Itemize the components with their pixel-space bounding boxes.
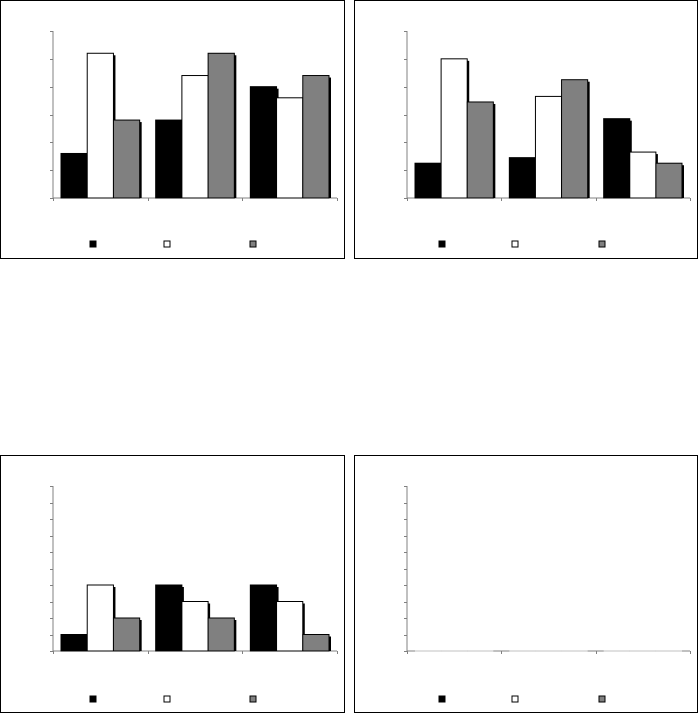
bar (414, 162, 442, 199)
bar (155, 119, 183, 199)
legend-key (438, 240, 446, 248)
bar (60, 634, 88, 652)
bar (603, 118, 631, 199)
chart-panel-top-left (0, 0, 345, 259)
bar (112, 119, 141, 199)
bar (302, 75, 330, 199)
bar (440, 58, 468, 199)
legend-key (249, 240, 257, 248)
bar-chart-top-right (404, 31, 691, 248)
legend-key (511, 240, 519, 248)
legend-key (89, 695, 97, 703)
bar (86, 52, 114, 199)
legend-key (598, 240, 606, 248)
bar (276, 97, 304, 199)
bar (112, 617, 141, 652)
bar (655, 162, 683, 199)
bar (508, 157, 536, 199)
bar-chart-bottom-right (404, 486, 691, 703)
legend-key (438, 695, 446, 703)
bar (86, 584, 114, 652)
bar (249, 86, 278, 199)
bar (302, 634, 330, 652)
bar (276, 601, 304, 652)
bar (561, 79, 589, 199)
chart-panel-bottom-left (0, 455, 345, 713)
legend-key (163, 695, 171, 703)
bar (60, 152, 88, 199)
legend-key (598, 695, 606, 703)
bar-chart-bottom-left (50, 486, 338, 703)
bar-chart-top-left (50, 31, 338, 248)
bar (249, 584, 278, 652)
chart-panel-top-right (354, 0, 698, 259)
bar (629, 151, 657, 199)
bar (181, 601, 209, 652)
chart-panel-bottom-right (354, 455, 698, 713)
legend-key (511, 695, 519, 703)
bar (207, 617, 235, 652)
bar (181, 75, 209, 199)
legend-key (249, 695, 257, 703)
bar (466, 101, 494, 199)
bar (155, 584, 183, 652)
legend-key (89, 240, 97, 248)
bar (534, 95, 563, 199)
bar (207, 52, 235, 199)
legend-key (163, 240, 171, 248)
